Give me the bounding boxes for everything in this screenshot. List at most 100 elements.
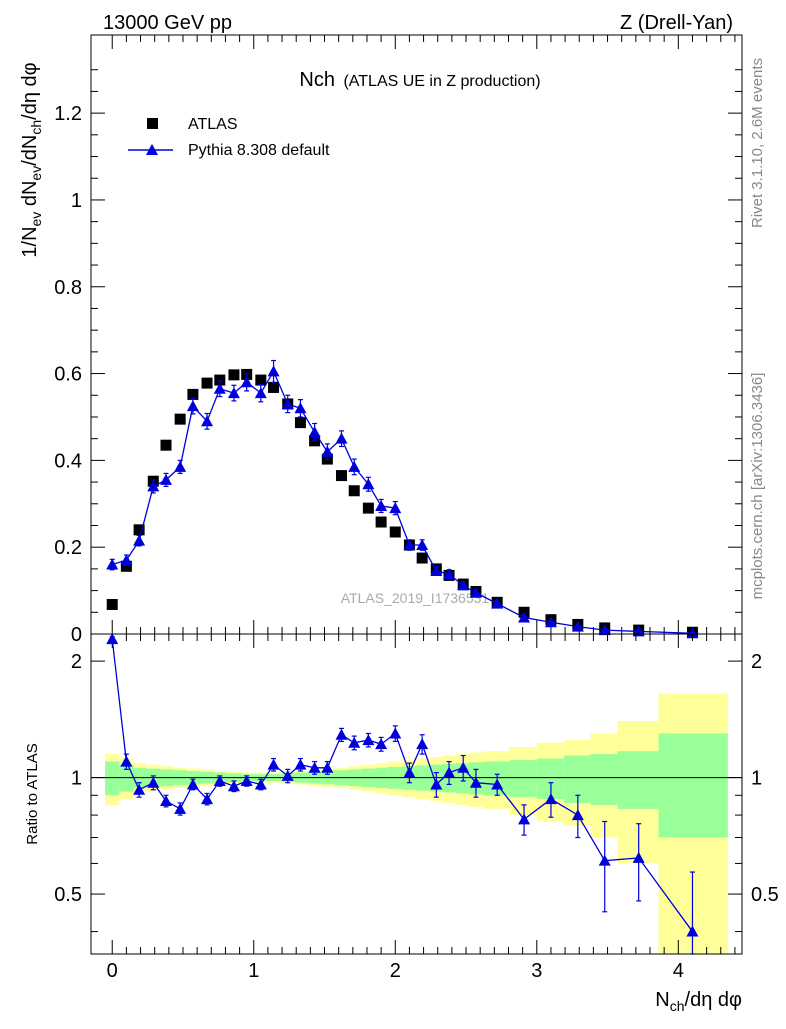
ratio-y-axis-label: Ratio to ATLAS xyxy=(24,743,41,844)
plot-title: Nch (ATLAS UE in Z production) xyxy=(299,69,540,91)
ratio-plot-panel: 0.5 0.5 1 1 2 2 0 1 2 3 4 Ratio to ATLAS Nch/dη dφ xyxy=(24,633,779,1014)
pythia-data-point xyxy=(430,565,443,577)
ratio-data-point xyxy=(133,783,146,795)
ratio-data-point xyxy=(321,761,334,773)
rivet-version-label: Rivet 3.1.10, 2.6M events xyxy=(749,58,766,228)
ratio-data-point xyxy=(147,776,160,788)
ratio-data-point xyxy=(518,813,531,825)
ratio-band-inner xyxy=(590,754,618,805)
ratio-data-point xyxy=(686,925,699,937)
pythia-data-point xyxy=(416,539,429,551)
pythia-data-point xyxy=(598,624,611,636)
main-y-tick-label: 0.4 xyxy=(54,450,82,472)
pythia-data-point xyxy=(227,387,240,399)
x-tick-label: 4 xyxy=(673,960,684,982)
pythia-data-point xyxy=(147,480,160,492)
ratio-data-point xyxy=(240,774,253,786)
ratio-data-point xyxy=(281,769,294,781)
pythia-data-point xyxy=(174,460,187,472)
atlas-data-point xyxy=(187,388,199,400)
watermark-label: ATLAS_2019_I1736531 xyxy=(341,590,490,606)
ratio-data-point xyxy=(308,761,321,773)
x-tick-label: 3 xyxy=(531,960,542,982)
ratio-data-point xyxy=(416,738,429,750)
ratio-data-point xyxy=(443,766,456,778)
pythia-data-point xyxy=(160,473,173,485)
ratio-y-tick-label: 2 xyxy=(71,651,82,673)
atlas-data-point xyxy=(294,417,306,429)
atlas-data-point xyxy=(375,516,387,528)
ratio-data-point xyxy=(403,766,416,778)
pythia-data-point xyxy=(106,558,119,570)
ratio-band-inner xyxy=(658,733,728,838)
ratio-data-point xyxy=(632,851,645,863)
ratio-band-inner xyxy=(617,751,659,809)
pythia-data-point xyxy=(403,539,416,551)
ratio-data-point xyxy=(469,776,482,788)
ratio-data-point xyxy=(348,736,361,748)
ratio-band-inner xyxy=(536,758,564,800)
main-y-tick-label: 0.6 xyxy=(54,364,82,386)
atlas-data-point xyxy=(106,598,118,610)
ratio-data-point xyxy=(254,778,267,790)
ratio-data-point xyxy=(544,793,557,805)
atlas-data-point xyxy=(348,485,360,497)
ratio-data-point xyxy=(571,809,584,821)
ratio-data-point xyxy=(335,728,348,740)
ratio-plot-frame xyxy=(90,633,743,955)
atlas-data-point xyxy=(201,377,213,389)
ratio-data-point xyxy=(174,802,187,814)
main-y-tick-label: 0.2 xyxy=(54,537,82,559)
plot-title-sub: (ATLAS UE in Z production) xyxy=(343,73,540,90)
legend: ATLAS Pythia 8.308 default xyxy=(128,116,330,159)
atlas-data-point xyxy=(174,413,186,425)
pythia-data-point xyxy=(571,620,584,632)
main-y-tick-label: 0 xyxy=(71,624,82,646)
ratio-data-point xyxy=(106,633,119,645)
header-left-label: 13000 GeV pp xyxy=(103,12,232,34)
main-y-tick-label: 0.8 xyxy=(54,277,82,299)
atlas-data-point xyxy=(268,381,280,393)
pythia-data-point xyxy=(308,426,321,438)
header-right-label: Z (Drell-Yan) xyxy=(620,12,733,34)
ratio-y-tick-label: 0.5 xyxy=(54,884,82,906)
pythia-data-point xyxy=(375,499,388,511)
ratio-y-tick-label: 1 xyxy=(751,768,762,790)
pythia-data-point xyxy=(201,415,214,427)
atlas-data-point xyxy=(416,552,428,564)
ratio-data-point xyxy=(457,761,470,773)
atlas-data-point xyxy=(228,369,240,381)
pythia-data-point xyxy=(267,365,280,377)
pythia-data-point xyxy=(254,387,267,399)
atlas-data-point xyxy=(362,502,374,514)
ratio-band-inner xyxy=(483,761,510,796)
legend-atlas-label: ATLAS xyxy=(188,116,238,133)
x-tick-label: 0 xyxy=(107,960,118,982)
ratio-data-point xyxy=(201,793,214,805)
ratio-band-inner xyxy=(105,761,120,796)
main-plot-panel: ATLAS_2019_I1736531 Nch (ATLAS UE in Z p… xyxy=(19,34,743,646)
x-tick-label: 1 xyxy=(248,960,259,982)
atlas-data-point xyxy=(160,439,172,451)
pythia-data-point xyxy=(518,611,531,623)
ratio-data-point xyxy=(375,738,388,750)
ratio-band-inner xyxy=(119,764,134,792)
pythia-data-point xyxy=(213,382,226,394)
pythia-data-point xyxy=(294,402,307,414)
ratio-band-inner xyxy=(509,760,537,798)
plot-title-main: Nch xyxy=(299,69,335,91)
legend-pythia-marker xyxy=(146,144,158,155)
pythia-data-point xyxy=(362,478,375,490)
pythia-data-point xyxy=(491,597,504,609)
ratio-data-point xyxy=(267,758,280,770)
ratio-data-point xyxy=(491,778,504,790)
pythia-data-point xyxy=(443,568,456,580)
atlas-data-point xyxy=(214,374,226,386)
ratio-y-tick-label: 0.5 xyxy=(751,884,779,906)
pythia-data-point xyxy=(457,579,470,591)
pythia-data-point xyxy=(240,376,253,388)
pythia-data-point xyxy=(321,445,334,457)
main-y-tick-label: 1 xyxy=(71,190,82,212)
ratio-data-point xyxy=(160,794,173,806)
